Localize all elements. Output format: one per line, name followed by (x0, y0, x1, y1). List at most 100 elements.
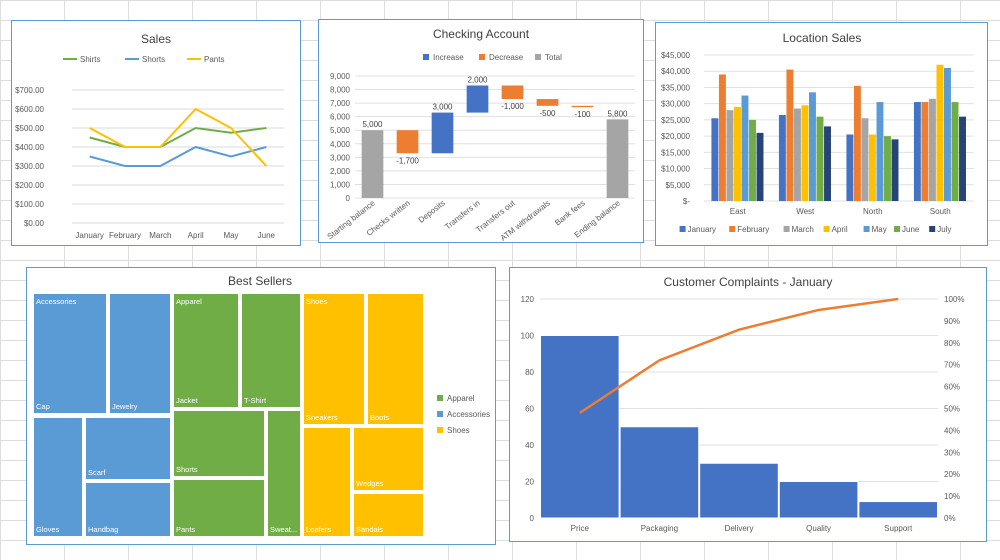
data-label: -500 (539, 109, 556, 118)
data-label: -1,000 (501, 102, 524, 111)
y-tick-label: 4,000 (330, 140, 351, 149)
data-label: 3,000 (432, 103, 453, 112)
waterfall-bar-transfers-out (501, 85, 524, 100)
treemap-tile-handbag (84, 481, 172, 538)
data-label: -1,700 (396, 156, 419, 165)
x-tick-label: April (188, 231, 204, 240)
best-sellers-chart-panel[interactable]: Best Sellers Cap Jewelry Gloves Scarf Handbag… (26, 267, 496, 545)
bar-north-july (891, 139, 899, 201)
treemap-item-label: Handbag (88, 525, 118, 534)
y-tick-label: $- (683, 197, 690, 206)
treemap-item-label: T-Shirt (244, 396, 267, 405)
y-tick-label: $500.00 (15, 124, 44, 133)
treemap-item-label: Scarf (88, 468, 106, 477)
checking-account-chart: Checking Account 0 1,000 2,000 3,000 4,000 5,0… (326, 27, 635, 242)
bar-north-january (846, 134, 854, 201)
x-tick-label: Support (884, 524, 913, 533)
x-tick-label: South (930, 207, 951, 216)
y2-tick-label: 20% (944, 470, 960, 479)
treemap-group-label: Apparel (176, 297, 202, 306)
cumulative-percent-line (579, 297, 899, 414)
y-tick-label: 1,000 (330, 180, 351, 189)
y-tick-label: $0.00 (24, 219, 45, 228)
legend-swatch-may (863, 226, 870, 232)
y-tick-label: $300.00 (15, 162, 44, 171)
treemap-group-label: Accessories (36, 297, 77, 306)
treemap-item-label: Jacket (176, 396, 199, 405)
y-tick-label: $45,000 (661, 51, 690, 60)
bar-north-february (853, 85, 861, 201)
treemap-tile-gloves (32, 416, 84, 538)
location-sales-chart: Location Sales $- $5,000 $10,000 $15,000 $20,… (661, 31, 974, 234)
chart-title: Best Sellers (228, 274, 292, 288)
treemap-tile-scarf (84, 416, 172, 481)
bar-west-january (778, 115, 786, 201)
y-tick-label: 120 (521, 295, 535, 304)
data-label: 5,800 (607, 109, 628, 118)
bar-south-march (928, 98, 936, 201)
chart-title: Checking Account (433, 27, 530, 41)
legend-label-accessories: Accessories (447, 410, 490, 419)
y-tick-label: 20 (525, 478, 534, 487)
treemap-item-label: Wedges (356, 479, 384, 488)
treemap-item-label: Boots (370, 413, 389, 422)
series-line-shorts (89, 145, 267, 167)
checking-account-chart-panel[interactable]: Checking Account 0 1,000 2,000 3,000 4,000 5,0… (318, 19, 644, 243)
bar-east-june (749, 119, 756, 201)
data-label: -100 (574, 110, 591, 119)
customer-complaints-chart-panel[interactable]: Customer Complaints - January 0 20 40 60 80 10… (509, 267, 987, 542)
bar-quality (778, 481, 859, 519)
y-tick-label: 3,000 (330, 153, 351, 162)
treemap-item-label: Shorts (176, 465, 198, 474)
treemap-tile-t-shirt (240, 292, 302, 409)
y-tick-label: $600.00 (15, 105, 44, 114)
series-line-pants (89, 107, 268, 167)
legend-label-shoes: Shoes (447, 426, 470, 435)
chart-title: Customer Complaints - January (664, 275, 833, 289)
legend-swatch-january (679, 226, 686, 232)
chart-title: Location Sales (783, 31, 862, 45)
treemap-item-label: Sneakers (306, 413, 338, 422)
sales-chart-panel[interactable]: Sales $0.00 $100.00 $200.00 $300.00 $400.00 $5… (11, 20, 301, 246)
y2-tick-label: 0% (944, 514, 956, 523)
legend-swatch-apparel (437, 395, 443, 401)
bar-south-may (944, 67, 951, 201)
bar-north-may (876, 102, 884, 201)
y2-tick-label: 50% (944, 405, 960, 414)
legend-swatch-june (894, 226, 900, 232)
legend-label-total: Total (545, 53, 562, 62)
y-tick-label: 7,000 (330, 99, 351, 108)
bar-west-february (786, 69, 794, 201)
bar-east-january (711, 118, 719, 201)
y2-tick-label: 90% (944, 317, 960, 326)
x-tick-label: Deposits (417, 198, 447, 224)
treemap-tile-loafers (302, 426, 352, 538)
y-tick-label: 60 (525, 405, 534, 414)
bar-delivery (699, 462, 779, 519)
x-tick-label: Bank fees (553, 198, 587, 227)
bar-south-june (951, 102, 959, 201)
legend-label-may: May (872, 225, 887, 234)
waterfall-bar-transfers-in (466, 85, 489, 113)
y-tick-label: 0 (530, 514, 535, 523)
y-tick-label: 40 (525, 441, 534, 450)
y-tick-label: $25,000 (661, 116, 690, 125)
y-tick-label: $10,000 (661, 165, 690, 174)
bar-south-january (913, 102, 921, 201)
legend-label-july: July (937, 225, 951, 234)
legend-label-april: April (832, 225, 848, 234)
location-sales-chart-panel[interactable]: Location Sales $- $5,000 $10,000 $15,000 $20,… (655, 22, 988, 246)
y-tick-label: 100 (521, 332, 535, 341)
sales-chart: Sales $0.00 $100.00 $200.00 $300.00 $400.00 $5… (15, 32, 284, 240)
bar-east-april (733, 106, 741, 201)
legend-label-apparel: Apparel (447, 394, 475, 403)
y2-tick-label: 100% (944, 295, 964, 304)
y2-tick-label: 40% (944, 426, 960, 435)
y-tick-label: 6,000 (330, 113, 351, 122)
bar-south-july (959, 116, 966, 201)
legend-swatch-shoes (437, 427, 443, 433)
waterfall-bar-atm-withdrawals (536, 99, 559, 106)
legend-label-shorts: Shorts (142, 55, 165, 64)
series-line-shirts (89, 126, 267, 148)
bar-north-april (868, 134, 876, 201)
